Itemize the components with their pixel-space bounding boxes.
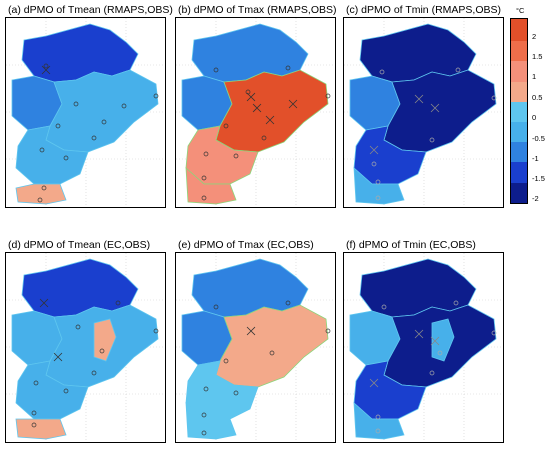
region-southmost — [185, 402, 237, 440]
colorbar-segment — [511, 182, 527, 203]
colorbar-segment — [511, 122, 527, 143]
colorbar-segment — [511, 61, 527, 82]
map-b-graphic — [176, 18, 334, 206]
colorbar-tick: -2 — [532, 194, 539, 203]
panel-title-e: (e) dPMO of Tmax (EC,OBS) — [178, 239, 314, 251]
region-south — [15, 125, 89, 185]
region-south — [185, 125, 259, 185]
region-south — [353, 360, 427, 420]
map-panel-b — [175, 17, 336, 208]
colorbar-segment — [511, 81, 527, 102]
region-center — [383, 69, 497, 153]
map-f-graphic — [344, 253, 502, 441]
colorbar-tick: -1.5 — [532, 174, 545, 183]
region-southmost — [353, 402, 405, 440]
colorbar-tick: 2 — [532, 32, 537, 41]
map-panel-d — [5, 252, 166, 443]
colorbar — [510, 18, 528, 204]
region-east-strip — [93, 318, 117, 362]
colorbar-tick: 1 — [532, 72, 537, 81]
colorbar-tick: -1 — [532, 154, 539, 163]
panel-title-b: (b) dPMO of Tmax (RMAPS,OBS) — [178, 4, 337, 16]
colorbar-tick: 1.5 — [532, 52, 543, 61]
map-panel-a — [5, 17, 166, 208]
region-southmost — [15, 183, 67, 205]
colorbar-segment — [511, 142, 527, 163]
region-south — [185, 360, 259, 420]
map-c-graphic — [344, 18, 502, 206]
map-panel-c — [343, 17, 504, 208]
colorbar-unit: °C — [516, 6, 525, 15]
region-center — [215, 304, 329, 388]
map-panel-e — [175, 252, 336, 443]
map-e-graphic — [176, 253, 334, 441]
panel-title-c: (c) dPMO of Tmin (RMAPS,OBS) — [346, 4, 501, 16]
region-center — [215, 69, 329, 153]
colorbar-segment — [511, 19, 527, 42]
map-a-graphic — [6, 18, 164, 206]
region-south — [353, 125, 427, 185]
region-southmost — [185, 167, 237, 205]
region-center — [45, 69, 159, 153]
panel-title-d: (d) dPMO of Tmean (EC,OBS) — [8, 239, 151, 251]
map-panel-f — [343, 252, 504, 443]
map-d-graphic — [6, 253, 164, 441]
colorbar-segment — [511, 101, 527, 123]
colorbar-tick: 0.5 — [532, 93, 543, 102]
region-east-strip — [431, 318, 455, 362]
colorbar-tick: 0 — [532, 113, 537, 122]
colorbar-tick: -0.5 — [532, 134, 545, 143]
region-south — [15, 360, 89, 420]
panel-title-f: (f) dPMO of Tmin (EC,OBS) — [346, 239, 476, 251]
panel-title-a: (a) dPMO of Tmean (RMAPS,OBS) — [8, 4, 173, 16]
colorbar-segment — [511, 41, 527, 62]
region-southmost — [15, 418, 67, 440]
region-southmost — [353, 167, 405, 205]
colorbar-segment — [511, 162, 527, 183]
